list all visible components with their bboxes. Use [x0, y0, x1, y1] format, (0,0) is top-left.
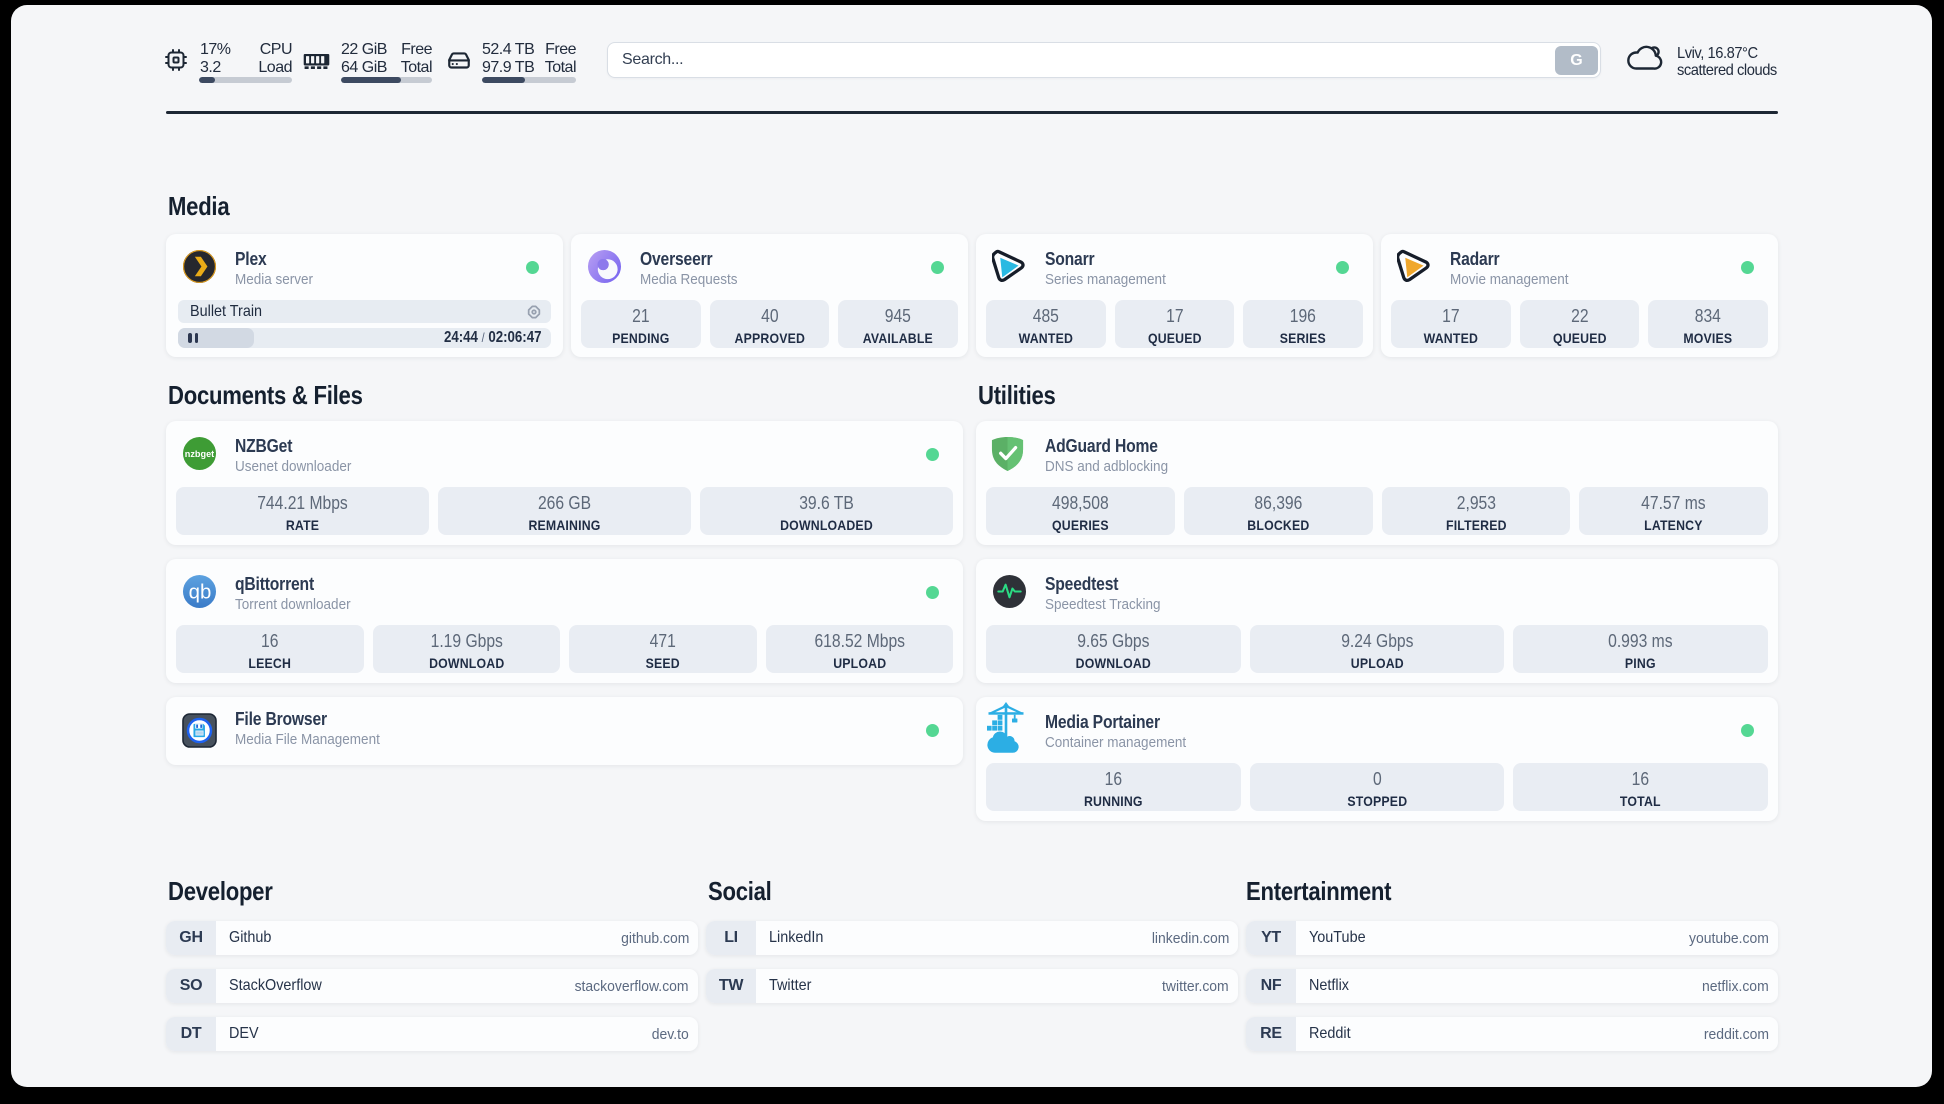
svg-text:nzbget: nzbget: [185, 449, 214, 459]
svg-text:qb: qb: [189, 581, 212, 603]
